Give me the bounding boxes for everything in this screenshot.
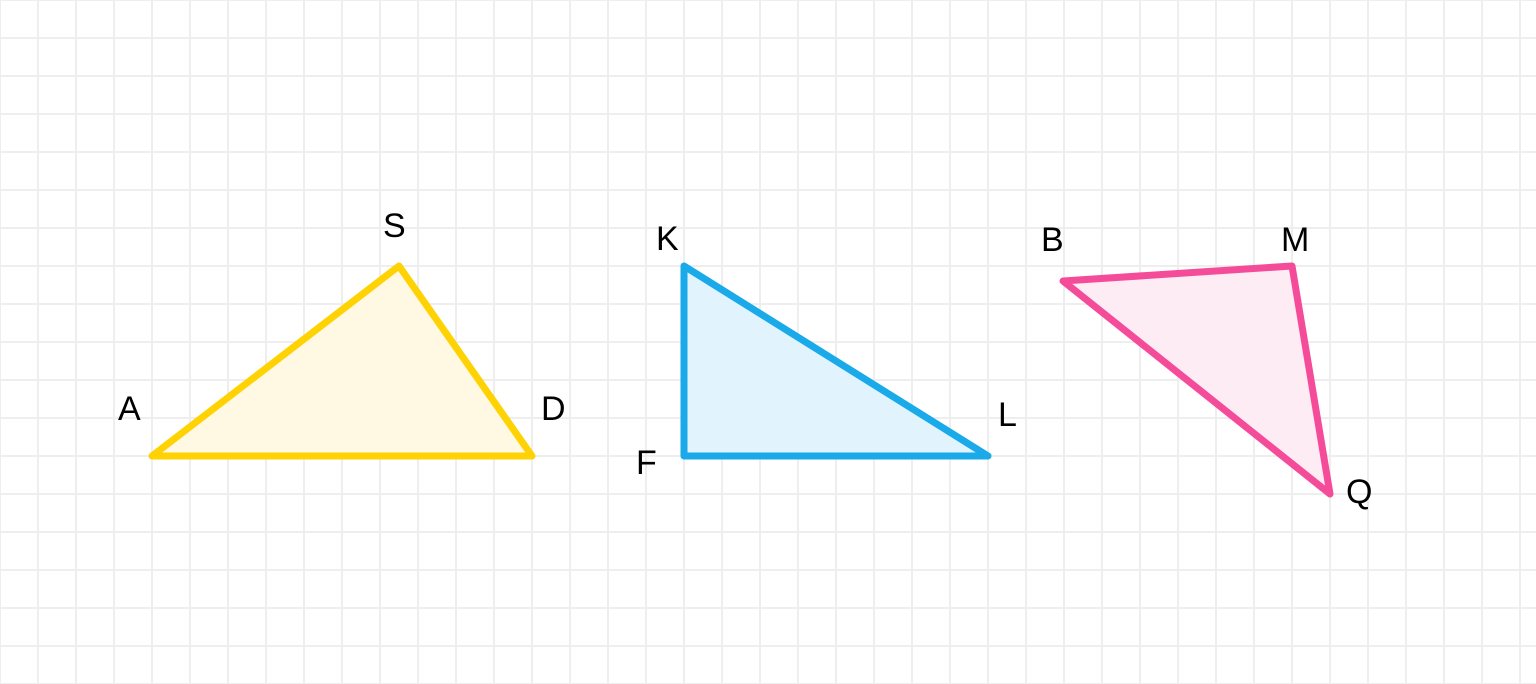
vertex-label-s: S: [383, 207, 406, 245]
vertex-label-q: Q: [1346, 473, 1372, 511]
vertex-label-a: A: [118, 390, 141, 428]
vertex-label-k: K: [656, 220, 679, 258]
vertex-label-m: M: [1281, 221, 1309, 259]
vertex-label-f: F: [636, 444, 657, 482]
geometry-diagram: A S D K F L B M Q: [0, 0, 1536, 684]
vertex-label-b: B: [1041, 221, 1064, 259]
vertex-label-l: L: [998, 396, 1017, 434]
vertex-label-d: D: [541, 390, 566, 428]
